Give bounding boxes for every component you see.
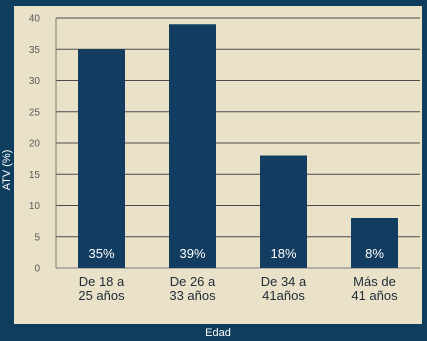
bar xyxy=(169,24,216,268)
x-tick-label: De 18 a xyxy=(79,274,125,289)
plot-panel: 0 5 10 15 20 25 30 35 40 35% De 18 a 25 años 39% De 2… xyxy=(14,6,422,324)
y-axis-label-text: ATV (%) xyxy=(1,149,13,191)
y-tick-label: 40 xyxy=(29,14,41,25)
y-tick-label: 20 xyxy=(29,139,41,150)
data-label: 39% xyxy=(179,246,205,261)
x-tick-label: 25 años xyxy=(78,288,125,303)
bar xyxy=(351,218,398,268)
data-label: 18% xyxy=(270,246,296,261)
y-tick-label: 5 xyxy=(34,232,40,243)
data-label: 8% xyxy=(365,246,384,261)
y-axis-label: ATV (%) xyxy=(0,140,14,200)
y-tick-label: 30 xyxy=(29,76,41,87)
x-axis-label: Edad xyxy=(205,327,231,339)
x-tick-label: 41 años xyxy=(351,288,398,303)
x-tick-label: De 34 a xyxy=(261,274,307,289)
x-tick-label: 41años xyxy=(262,288,305,303)
bar xyxy=(260,155,307,268)
bar-chart: 0 5 10 15 20 25 30 35 40 35% De 18 a25 años 39% De 2… xyxy=(29,14,420,303)
data-label: 35% xyxy=(88,246,114,261)
bar xyxy=(78,49,125,268)
x-tick-label: 33 años xyxy=(169,288,216,303)
y-tick-label: 25 xyxy=(29,107,41,118)
x-tick-label: Más de xyxy=(353,274,396,289)
y-tick-label: 35 xyxy=(29,45,41,56)
y-tick-label: 15 xyxy=(29,170,41,181)
y-tick-label: 10 xyxy=(29,201,41,212)
x-tick-label: De 26 a xyxy=(170,274,216,289)
y-tick-label: 0 xyxy=(34,264,40,275)
